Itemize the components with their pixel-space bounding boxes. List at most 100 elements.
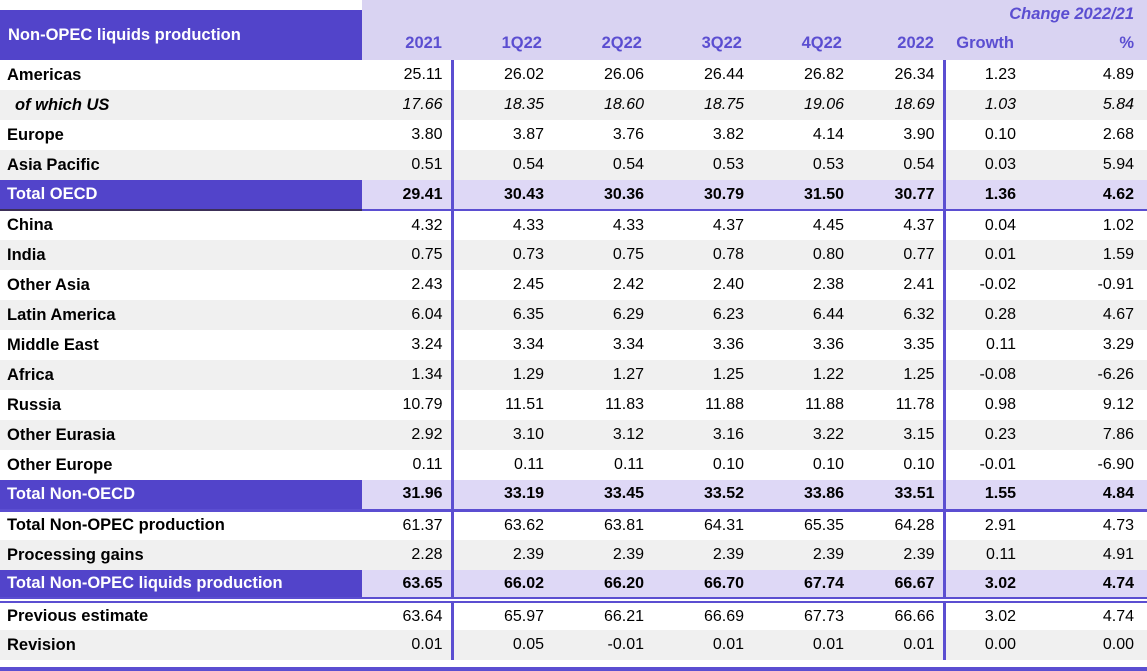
- cell-2q22: 6.29: [552, 300, 652, 330]
- cell-1q22: 33.19: [452, 480, 552, 512]
- cell-pct: 5.94: [1024, 150, 1147, 180]
- cell-2q22: 3.76: [552, 120, 652, 150]
- cell-growth: -0.08: [944, 360, 1024, 390]
- cell-2q22: 0.11: [552, 450, 652, 480]
- row-label: Processing gains: [0, 540, 362, 570]
- cell-1q22: 3.10: [452, 420, 552, 450]
- cell-4q22: 3.36: [752, 330, 852, 360]
- cell-2021: 3.80: [362, 120, 454, 150]
- column-header-1q22: 1Q22: [501, 34, 542, 52]
- cell-2021: 2.43: [362, 270, 454, 300]
- cell-2q22: 4.33: [552, 210, 652, 240]
- column-header-2q22: 2Q22: [601, 34, 642, 52]
- cell-2021: 17.66: [362, 90, 454, 120]
- cell-3q22: 0.10: [652, 450, 752, 480]
- cell-2q22: 66.20: [552, 570, 652, 603]
- row-label: India: [0, 240, 362, 270]
- column-header-4q22: 4Q22: [801, 34, 842, 52]
- cell-1q22: 11.51: [452, 390, 552, 420]
- cell-2021: 0.11: [362, 450, 454, 480]
- cell-3q22: 66.69: [652, 600, 752, 630]
- cell-2q22: 66.21: [552, 600, 652, 630]
- cell-pct: 4.74: [1024, 570, 1147, 603]
- cell-pct: 4.84: [1024, 480, 1147, 512]
- table-row: Processing gains 2.28 2.39 2.39 2.39 2.39 2.39…: [0, 540, 1147, 570]
- table-row: Americas 25.11 26.02 26.06 26.44 26.82 26.34 1.…: [0, 60, 1147, 90]
- cell-4q22: 65.35: [752, 510, 852, 540]
- column-header-pct: %: [1119, 34, 1134, 52]
- cell-pct: -6.90: [1024, 450, 1147, 480]
- cell-4q22: 11.88: [752, 390, 852, 420]
- cell-4q22: 31.50: [752, 180, 852, 211]
- cell-pct: 1.02: [1024, 210, 1147, 240]
- cell-1q22: 2.45: [452, 270, 552, 300]
- cell-1q22: 3.34: [452, 330, 552, 360]
- cell-2021: 63.65: [362, 570, 454, 603]
- cell-pct: 4.67: [1024, 300, 1147, 330]
- cell-4q22: 0.01: [752, 630, 852, 660]
- table-row: Middle East 3.24 3.34 3.34 3.36 3.36 3.35 0.11 3…: [0, 330, 1147, 360]
- cell-3q22: 3.36: [652, 330, 752, 360]
- cell-3q22: 2.39: [652, 540, 752, 570]
- table-row: Asia Pacific 0.51 0.54 0.54 0.53 0.53 0.54 0.03…: [0, 150, 1147, 180]
- cell-growth: 2.91: [944, 510, 1024, 540]
- row-label: Asia Pacific: [0, 150, 362, 180]
- column-header-3q22: 3Q22: [701, 34, 742, 52]
- cell-growth: 0.11: [944, 330, 1024, 360]
- table-bottom-rule: [0, 667, 1147, 671]
- column-header-2022: 2022: [897, 34, 934, 52]
- cell-3q22: 66.70: [652, 570, 752, 603]
- cell-pct: 0.00: [1024, 630, 1147, 660]
- cell-4q22: 3.22: [752, 420, 852, 450]
- cell-growth: 0.98: [944, 390, 1024, 420]
- cell-2q22: 26.06: [552, 60, 652, 90]
- cell-2021: 0.75: [362, 240, 454, 270]
- cell-2021: 3.24: [362, 330, 454, 360]
- cell-2q22: 3.12: [552, 420, 652, 450]
- cell-pct: 9.12: [1024, 390, 1147, 420]
- cell-pct: 4.62: [1024, 180, 1147, 211]
- cell-2022: 18.69: [852, 90, 946, 120]
- cell-2022: 66.67: [852, 570, 946, 603]
- cell-2021: 2.28: [362, 540, 454, 570]
- cell-4q22: 2.38: [752, 270, 852, 300]
- cell-growth: 1.55: [944, 480, 1024, 512]
- table-row: Total Non-OECD 31.96 33.19 33.45 33.52 33.86 3…: [0, 480, 1147, 512]
- cell-pct: 2.68: [1024, 120, 1147, 150]
- cell-3q22: 18.75: [652, 90, 752, 120]
- cell-4q22: 4.14: [752, 120, 852, 150]
- cell-4q22: 4.45: [752, 210, 852, 240]
- cell-4q22: 2.39: [752, 540, 852, 570]
- cell-1q22: 6.35: [452, 300, 552, 330]
- row-label: Europe: [0, 120, 362, 150]
- table-row: India 0.75 0.73 0.75 0.78 0.80 0.77 0.01 1.59: [0, 240, 1147, 270]
- cell-1q22: 0.54: [452, 150, 552, 180]
- row-label: Russia: [0, 390, 362, 420]
- row-label: Other Eurasia: [0, 420, 362, 450]
- cell-1q22: 2.39: [452, 540, 552, 570]
- cell-pct: 4.91: [1024, 540, 1147, 570]
- cell-1q22: 0.11: [452, 450, 552, 480]
- table-row: Latin America 6.04 6.35 6.29 6.23 6.44 6.32 0.2…: [0, 300, 1147, 330]
- header-background: [362, 0, 1147, 60]
- cell-growth: 0.00: [944, 630, 1024, 660]
- cell-growth: 0.23: [944, 420, 1024, 450]
- row-label: Total Non-OPEC liquids production: [0, 570, 362, 603]
- cell-2q22: 2.42: [552, 270, 652, 300]
- cell-2022: 11.78: [852, 390, 946, 420]
- cell-pct: 4.89: [1024, 60, 1147, 90]
- cell-3q22: 64.31: [652, 510, 752, 540]
- cell-3q22: 30.79: [652, 180, 752, 211]
- cell-growth: 3.02: [944, 600, 1024, 630]
- column-header-growth: Growth: [956, 34, 1014, 52]
- cell-2q22: 0.54: [552, 150, 652, 180]
- cell-4q22: 0.53: [752, 150, 852, 180]
- cell-2022: 3.15: [852, 420, 946, 450]
- cell-2022: 0.77: [852, 240, 946, 270]
- cell-2022: 2.39: [852, 540, 946, 570]
- cell-3q22: 26.44: [652, 60, 752, 90]
- row-label: Middle East: [0, 330, 362, 360]
- cell-4q22: 33.86: [752, 480, 852, 512]
- cell-4q22: 0.80: [752, 240, 852, 270]
